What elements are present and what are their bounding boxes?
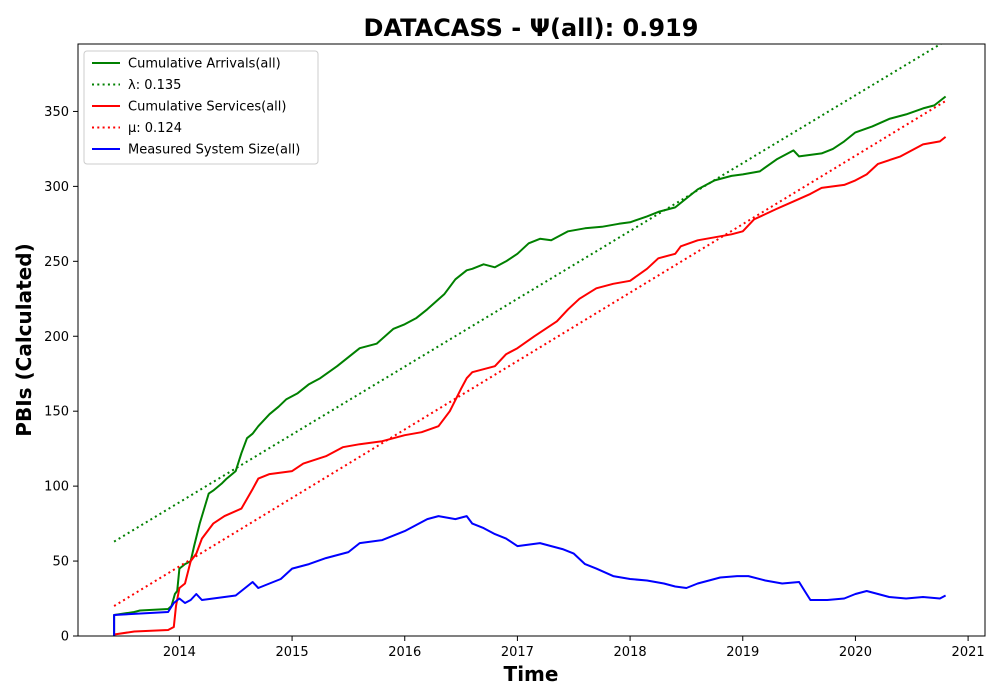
y-tick-label: 0 bbox=[61, 630, 69, 645]
x-tick-label: 2018 bbox=[614, 645, 647, 660]
x-tick-label: 2014 bbox=[163, 645, 196, 660]
legend-label-0-135: λ: 0.135 bbox=[128, 78, 181, 93]
legend-box bbox=[83, 50, 319, 165]
y-tick-label: 350 bbox=[44, 105, 69, 120]
x-axis-label: Time bbox=[504, 662, 559, 686]
legend-label-cumulative-arrivals-all: Cumulative Arrivals(all) bbox=[128, 57, 281, 72]
x-tick-label: 2019 bbox=[726, 645, 759, 660]
y-tick-label: 50 bbox=[52, 555, 69, 570]
legend-label-0-124: μ: 0.124 bbox=[128, 121, 182, 136]
legend-label-measured-system-size-all: Measured System Size(all) bbox=[128, 143, 300, 158]
chart-title: DATACASS - Ψ(all): 0.919 bbox=[364, 14, 699, 42]
plot-frame bbox=[77, 43, 986, 637]
series-line-cumulative-arrivals-all bbox=[113, 95, 947, 636]
x-axis: 2014 2015 2016 2017 2018 2019 2020 2021 bbox=[163, 636, 985, 660]
x-tick-label: 2015 bbox=[276, 645, 309, 660]
y-axis-label: PBIs (Calculated) bbox=[12, 243, 36, 436]
series-line-cumulative-services-all bbox=[113, 136, 947, 636]
x-tick-label: 2021 bbox=[952, 645, 985, 660]
y-tick-label: 300 bbox=[44, 180, 69, 195]
x-tick-label: 2020 bbox=[839, 645, 872, 660]
series-line-0-124 bbox=[113, 100, 947, 607]
legend-label-cumulative-services-all: Cumulative Services(all) bbox=[128, 100, 286, 115]
plot-area bbox=[113, 44, 947, 636]
y-axis: 0 50 100 150 200 250 300 350 bbox=[44, 105, 78, 645]
x-tick-label: 2017 bbox=[501, 645, 534, 660]
y-tick-label: 250 bbox=[44, 255, 69, 270]
legend: Cumulative Arrivals(all) λ: 0.135 Cumulati… bbox=[83, 50, 319, 165]
x-tick-label: 2016 bbox=[388, 645, 421, 660]
y-tick-label: 100 bbox=[44, 480, 69, 495]
y-tick-label: 200 bbox=[44, 330, 69, 345]
y-tick-label: 150 bbox=[44, 405, 69, 420]
series-line-measured-system-size-all bbox=[113, 515, 947, 636]
